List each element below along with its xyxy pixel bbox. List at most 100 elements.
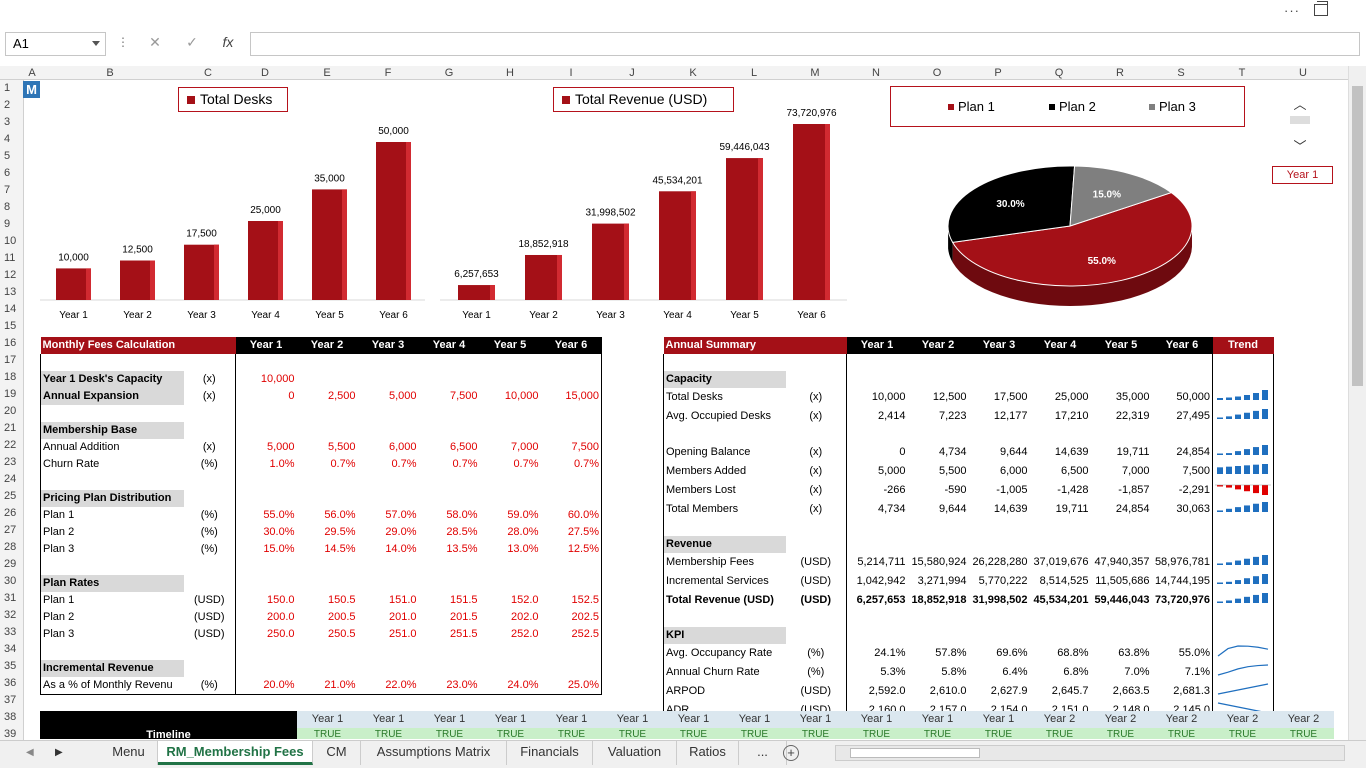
row-label[interactable]: [40, 405, 184, 422]
row-header[interactable]: 31: [4, 592, 17, 604]
row-label[interactable]: Plan Rates: [40, 575, 184, 592]
value-cell[interactable]: [1152, 627, 1213, 644]
row-label[interactable]: KPI: [663, 627, 786, 644]
value-cell[interactable]: 13.5%: [446, 543, 478, 555]
value-cell[interactable]: 63.8%: [1118, 647, 1150, 659]
row-header[interactable]: 22: [4, 439, 17, 451]
row-header[interactable]: 4: [4, 133, 11, 145]
value-cell[interactable]: 7,500: [540, 439, 603, 456]
value-cell[interactable]: [908, 627, 969, 644]
next-sheet-icon[interactable]: ▶: [55, 747, 63, 758]
value-cell[interactable]: [419, 575, 480, 592]
column-header[interactable]: D: [261, 67, 269, 79]
value-cell[interactable]: 24,854: [1115, 503, 1150, 515]
value-cell[interactable]: [1030, 371, 1091, 388]
trend-cell[interactable]: [1212, 644, 1274, 663]
value-cell[interactable]: 58,976,781: [1154, 556, 1210, 568]
value-cell[interactable]: 15,580,924: [911, 556, 967, 568]
value-cell[interactable]: [1152, 354, 1213, 371]
column-header[interactable]: M: [810, 67, 820, 79]
row-label[interactable]: Incremental Services: [663, 572, 786, 591]
chevron-down-icon[interactable]: ﹀: [1293, 139, 1307, 154]
cancel-icon[interactable]: ✕: [149, 34, 161, 50]
value-cell[interactable]: 17,500: [993, 391, 1028, 403]
value-cell[interactable]: 12,500: [932, 391, 967, 403]
trend-cell[interactable]: [1212, 462, 1274, 481]
value-cell[interactable]: 30.0%: [235, 524, 297, 541]
row-label[interactable]: Year 1 Desk's Capacity: [40, 371, 184, 388]
value-cell[interactable]: 14,639: [1054, 446, 1089, 458]
value-cell[interactable]: 13.0%: [507, 543, 539, 555]
value-cell[interactable]: [480, 643, 541, 660]
value-cell[interactable]: 5,000: [235, 439, 297, 456]
row-label[interactable]: [663, 610, 786, 627]
sheet-tab[interactable]: RM_Membership Fees: [158, 741, 313, 765]
value-cell[interactable]: [846, 610, 908, 627]
row-unit[interactable]: [184, 490, 236, 507]
value-cell[interactable]: 30,063: [1176, 503, 1210, 515]
value-cell[interactable]: 15.0%: [235, 541, 297, 558]
row-label[interactable]: Plan 3: [40, 626, 184, 643]
value-cell[interactable]: 4,734: [846, 500, 908, 519]
value-cell[interactable]: [969, 610, 1030, 627]
value-cell[interactable]: [908, 354, 969, 371]
row-unit[interactable]: (%): [200, 543, 218, 555]
value-cell[interactable]: 73,720,976: [1154, 594, 1210, 606]
row-label[interactable]: Membership Base: [40, 422, 184, 439]
row-header[interactable]: 18: [4, 371, 17, 383]
row-header[interactable]: 39: [4, 728, 17, 740]
row-unit[interactable]: [786, 610, 847, 627]
value-cell[interactable]: 151.5: [449, 594, 478, 606]
value-cell[interactable]: 252.0: [510, 628, 539, 640]
value-cell[interactable]: 7,000: [1121, 465, 1150, 477]
value-cell[interactable]: 250.0: [235, 626, 297, 643]
value-cell[interactable]: 26,228,280: [972, 556, 1028, 568]
row-label[interactable]: ARPOD: [663, 682, 786, 701]
trend-cell[interactable]: [1212, 354, 1274, 371]
row-header[interactable]: 26: [4, 507, 17, 519]
trend-cell[interactable]: [1212, 426, 1274, 443]
row-unit[interactable]: (%): [183, 677, 236, 695]
value-cell[interactable]: [540, 643, 603, 660]
value-cell[interactable]: [358, 354, 419, 371]
trend-cell[interactable]: [1212, 519, 1274, 536]
trend-cell[interactable]: [1212, 610, 1274, 627]
value-cell[interactable]: [480, 422, 541, 439]
value-cell[interactable]: [297, 643, 358, 660]
add-sheet-icon[interactable]: +: [783, 745, 799, 761]
value-cell[interactable]: [235, 473, 297, 490]
chevron-down-icon[interactable]: [92, 41, 100, 46]
value-cell[interactable]: 6.8%: [1063, 666, 1089, 678]
value-cell[interactable]: 24.1%: [846, 644, 908, 663]
value-cell[interactable]: 20.0%: [235, 677, 297, 695]
more-sheets-button[interactable]: ...: [739, 741, 787, 765]
value-cell[interactable]: [540, 473, 603, 490]
row-unit[interactable]: [786, 371, 847, 388]
row-unit[interactable]: (%): [807, 666, 825, 678]
row-header[interactable]: 25: [4, 490, 17, 502]
value-cell[interactable]: [419, 660, 480, 677]
row-label[interactable]: Avg. Occupancy Rate: [663, 644, 786, 663]
value-cell[interactable]: 24,854: [1176, 446, 1210, 458]
row-label[interactable]: Annual Churn Rate: [663, 663, 786, 682]
value-cell[interactable]: 7,500: [449, 390, 478, 402]
value-cell[interactable]: [1152, 610, 1213, 627]
value-cell[interactable]: 8,514,525: [1039, 575, 1089, 587]
value-cell[interactable]: -1,005: [996, 484, 1028, 496]
value-cell[interactable]: 201.5: [449, 611, 478, 623]
row-header[interactable]: 37: [4, 694, 17, 706]
trend-cell[interactable]: [1212, 371, 1274, 388]
value-cell[interactable]: [419, 405, 480, 422]
trend-cell[interactable]: [1212, 388, 1274, 407]
value-cell[interactable]: [358, 643, 419, 660]
value-cell[interactable]: 24.0%: [479, 677, 541, 695]
value-cell[interactable]: 29.0%: [385, 526, 417, 538]
value-cell[interactable]: [297, 660, 358, 677]
row-unit[interactable]: (x): [809, 503, 823, 515]
value-cell[interactable]: [419, 354, 480, 371]
column-header[interactable]: R: [1116, 67, 1124, 79]
row-header[interactable]: 27: [4, 524, 17, 536]
value-cell[interactable]: [1030, 426, 1091, 443]
spinner-track[interactable]: [1290, 116, 1310, 124]
value-cell[interactable]: 2,627.9: [990, 685, 1028, 697]
